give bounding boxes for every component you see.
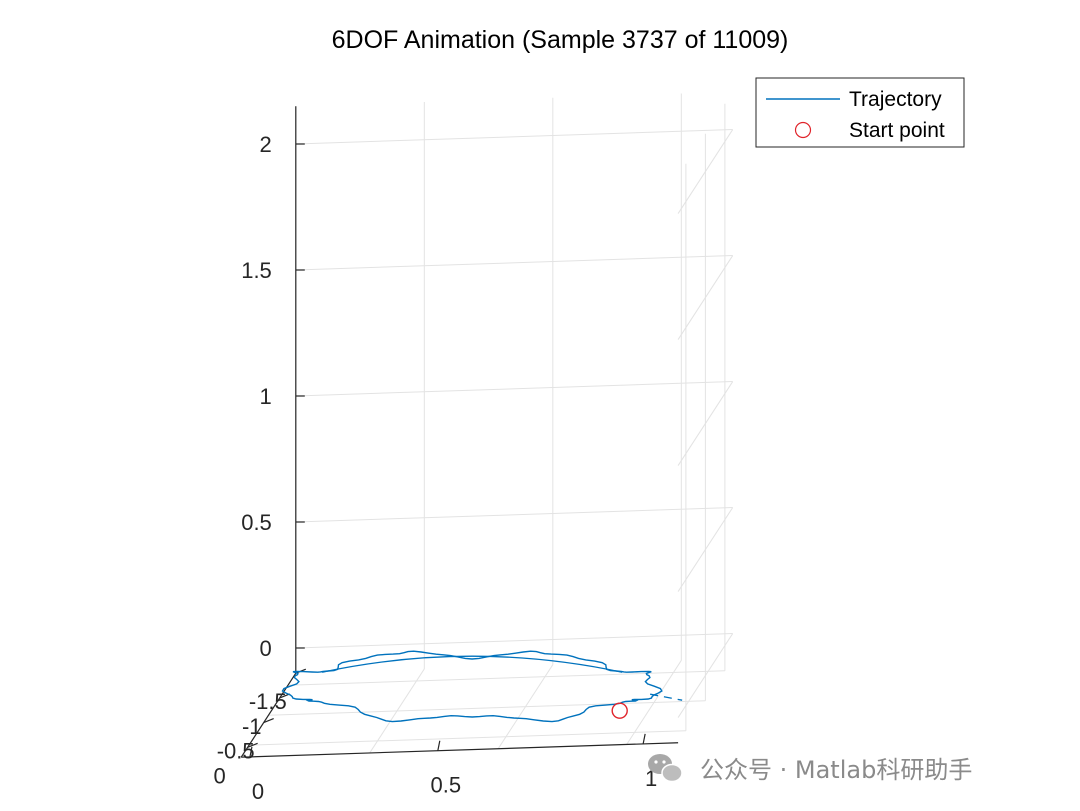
trajectory-path	[281, 650, 663, 723]
legend-box	[755, 77, 965, 148]
tick-marks	[247, 143, 646, 758]
grid-line-y-floor-1	[268, 700, 706, 716]
tick-labels: 00.511.52-1.5-1-0.50 10.50	[213, 132, 657, 804]
y-tick-label-1: 0.5	[431, 773, 462, 798]
z-tick-label-0: 0	[260, 636, 272, 661]
legend: Trajectory Start point	[755, 77, 965, 148]
start-point-marker	[611, 702, 628, 719]
x-tick-2	[263, 718, 274, 724]
y-tick-2	[249, 746, 253, 758]
y-tick-0	[642, 733, 646, 745]
watermark-text: 公众号 · Matlab科研助手	[700, 756, 972, 784]
legend-trajectory-label: Trajectory	[849, 88, 942, 111]
x-tick-label-1: -1	[242, 714, 262, 739]
x-tick-label-3: 0	[213, 763, 225, 788]
watermark: 公众号 · Matlab科研助手	[648, 754, 972, 784]
grid-line-z-back-0	[295, 633, 733, 649]
chart-title: 6DOF Animation (Sample 3737 of 11009)	[332, 26, 789, 54]
z-tick-label-4: 2	[260, 132, 272, 157]
y-axis-line	[241, 742, 679, 758]
z-tick-label-3: 1.5	[241, 258, 272, 283]
grid-line-z-back-1	[295, 507, 733, 523]
wechat-icon	[648, 754, 683, 783]
legend-start-label: Start point	[849, 119, 945, 142]
grid-line-z-back-4	[295, 129, 733, 145]
grid-line-z-back-2	[295, 381, 733, 397]
grid-line-z-back-3	[295, 255, 733, 271]
y-tick-label-2: 0	[252, 779, 264, 804]
axes-lines	[240, 106, 679, 758]
legend-start-swatch	[794, 121, 812, 139]
z-tick-label-1: 0.5	[241, 510, 272, 535]
x-tick-label-0: -1.5	[249, 689, 287, 714]
trajectory-inner-path	[322, 655, 623, 673]
x-tick-3	[247, 742, 258, 748]
grid-line-y-floor-2	[248, 730, 686, 746]
x-tick-label-2: -0.5	[217, 739, 255, 764]
start-point-circle	[611, 702, 628, 719]
trajectory-tail	[650, 693, 683, 701]
y-tick-1	[437, 740, 441, 751]
z-tick-label-2: 1	[260, 384, 272, 409]
trajectory-line	[281, 650, 683, 723]
grid-line-y-floor-0	[287, 670, 725, 686]
grid-lines	[240, 93, 734, 758]
